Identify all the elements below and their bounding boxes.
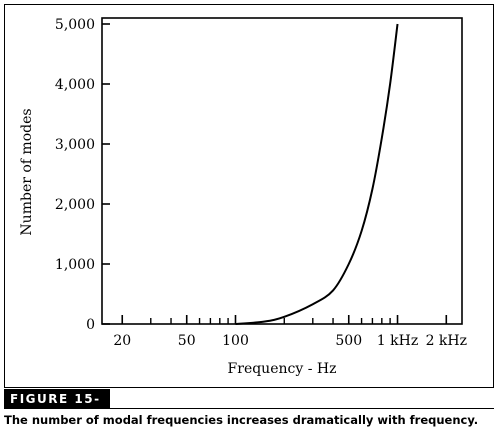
x-tick-label: 20 <box>113 333 131 349</box>
x-tick-label: 2 kHz <box>426 333 467 349</box>
x-tick-label: 100 <box>222 333 249 349</box>
x-tick-label: 500 <box>335 333 362 349</box>
y-tick-label: 2,000 <box>55 197 95 213</box>
y-tick-label: 3,000 <box>55 137 95 153</box>
x-axis-title: Frequency - Hz <box>228 361 337 377</box>
figure-label: FIGURE 15-19 <box>4 389 110 426</box>
x-tick-label: 50 <box>178 333 196 349</box>
y-tick-label: 5,000 <box>55 17 95 33</box>
y-tick-label: 1,000 <box>55 257 95 273</box>
figure-frame <box>4 4 494 388</box>
chart: 0 1,000 2,000 3,000 4,000 5,000 20 50 100 500 1 k… <box>19 17 467 377</box>
plot-area <box>101 17 463 325</box>
y-axis-title: Number of modes <box>19 108 35 235</box>
figure-rule <box>110 408 494 409</box>
y-tick-label: 4,000 <box>55 77 95 93</box>
data-series-line <box>235 23 399 325</box>
y-tick-label: 0 <box>86 317 95 333</box>
figure-caption: The number of modal frequencies increase… <box>4 413 479 427</box>
x-tick-label: 1 kHz <box>377 333 418 349</box>
